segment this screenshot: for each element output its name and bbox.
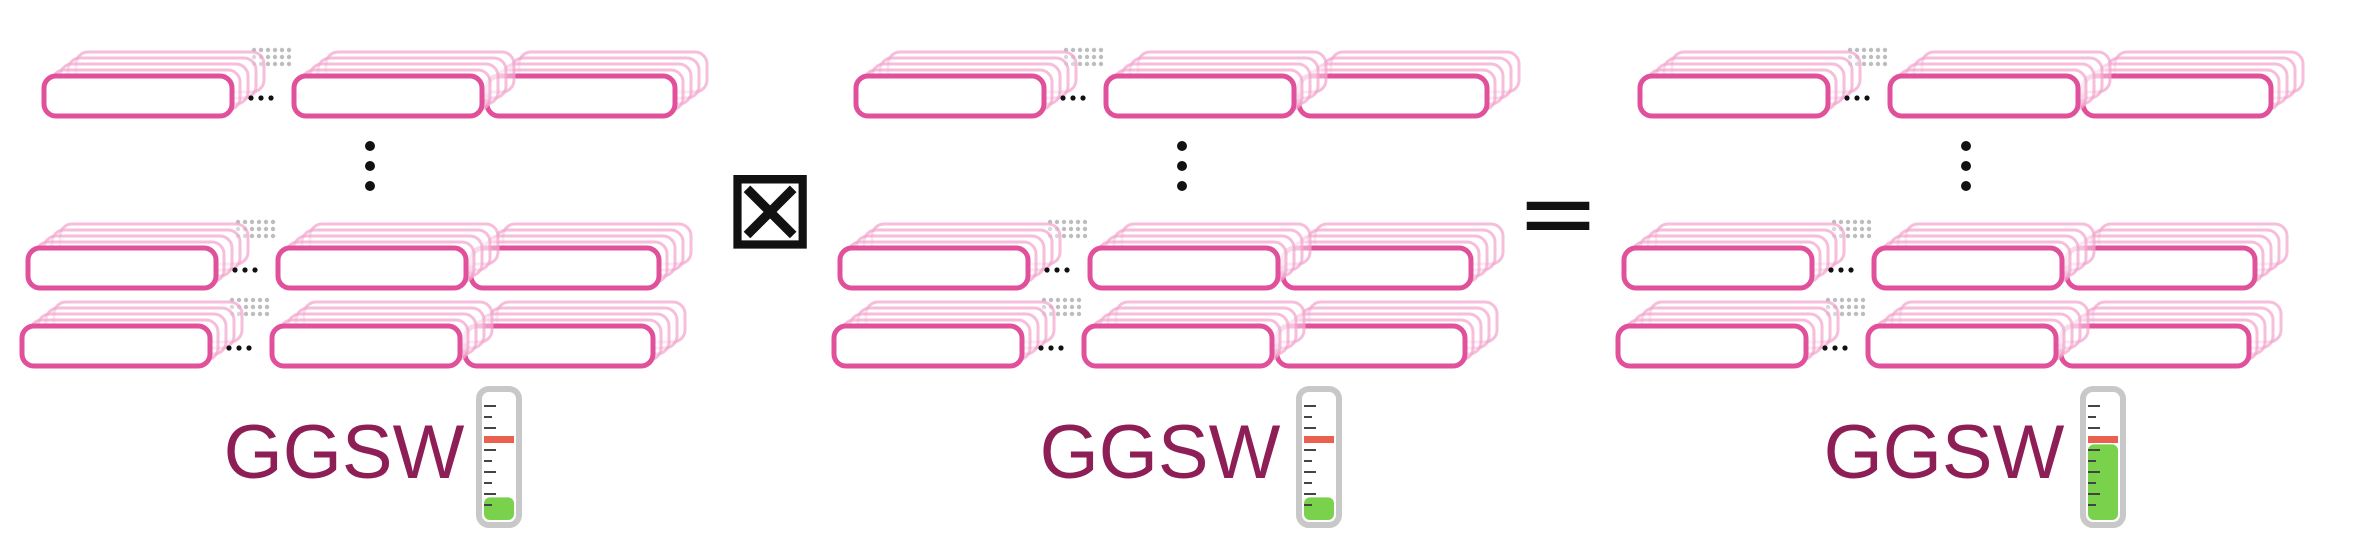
noise-level-fill bbox=[2088, 444, 2118, 520]
equals-symbol: = bbox=[1516, 154, 1600, 271]
noise-level-fill bbox=[1304, 497, 1334, 520]
dotted-link bbox=[1041, 297, 1082, 317]
external-product-symbol: ⊠ bbox=[723, 144, 817, 274]
polynomial-stack bbox=[1871, 222, 2096, 291]
ciphertext-row bbox=[853, 47, 1521, 119]
horizontal-ellipsis bbox=[1044, 267, 1070, 273]
noise-thermometer-icon bbox=[2080, 386, 2126, 528]
polynomial-stack bbox=[837, 222, 1062, 291]
dotted-link bbox=[1063, 47, 1104, 67]
vertical-ellipsis bbox=[1961, 141, 1971, 191]
ggsw-label: GGSW bbox=[1824, 410, 2065, 495]
noise-thermometer-icon bbox=[476, 386, 522, 528]
polynomial-stack bbox=[1274, 300, 1499, 369]
polynomial-stack bbox=[1103, 50, 1328, 119]
polynomial-stack bbox=[275, 222, 500, 291]
noise-level-fill bbox=[484, 497, 514, 520]
noise-threshold-marker bbox=[484, 436, 514, 443]
polynomial-stack bbox=[1280, 222, 1505, 291]
ggsw-ciphertext-panel-1: GGSW bbox=[19, 47, 709, 528]
polynomial-stack bbox=[853, 50, 1078, 119]
ggsw-label: GGSW bbox=[1040, 410, 1281, 495]
horizontal-ellipsis bbox=[226, 345, 252, 351]
horizontal-ellipsis bbox=[1822, 345, 1848, 351]
polynomial-stack bbox=[2058, 300, 2283, 369]
polynomial-stack bbox=[1887, 50, 2112, 119]
polynomial-stack bbox=[2064, 222, 2289, 291]
polynomial-stack bbox=[462, 300, 687, 369]
polynomial-stack bbox=[1637, 50, 1862, 119]
ciphertext-row bbox=[25, 219, 693, 291]
ciphertext-row bbox=[837, 219, 1505, 291]
polynomial-stack bbox=[19, 300, 244, 369]
polynomial-stack bbox=[1615, 300, 1840, 369]
polynomial-stack bbox=[1087, 222, 1312, 291]
ciphertext-row bbox=[19, 297, 687, 369]
polynomial-stack bbox=[269, 300, 494, 369]
polynomial-stack bbox=[291, 50, 516, 119]
polynomial-stack bbox=[468, 222, 693, 291]
vertical-ellipsis bbox=[365, 141, 375, 191]
ciphertext-row bbox=[41, 47, 709, 119]
polynomial-stack bbox=[1296, 50, 1521, 119]
horizontal-ellipsis bbox=[1060, 95, 1086, 101]
horizontal-ellipsis bbox=[248, 95, 274, 101]
polynomial-stack bbox=[1865, 300, 2090, 369]
ciphertext-row bbox=[1615, 297, 2283, 369]
horizontal-ellipsis bbox=[1844, 95, 1870, 101]
noise-threshold-marker bbox=[1304, 436, 1334, 443]
ggsw-ciphertext-panel-3: GGSW bbox=[1615, 47, 2305, 528]
noise-thermometer-icon bbox=[1296, 386, 1342, 528]
ciphertext-row bbox=[1637, 47, 2305, 119]
polynomial-stack bbox=[1081, 300, 1306, 369]
ggsw-label: GGSW bbox=[224, 410, 465, 495]
polynomial-stack bbox=[41, 50, 266, 119]
dotted-link bbox=[235, 219, 276, 239]
polynomial-stack bbox=[2080, 50, 2305, 119]
noise-threshold-marker bbox=[2088, 436, 2118, 443]
horizontal-ellipsis bbox=[1038, 345, 1064, 351]
horizontal-ellipsis bbox=[232, 267, 258, 273]
ciphertext-row bbox=[1621, 219, 2289, 291]
horizontal-ellipsis bbox=[1828, 267, 1854, 273]
polynomial-stack bbox=[25, 222, 250, 291]
ggsw-ciphertext-panel-2: GGSW bbox=[831, 47, 1521, 528]
polynomial-stack bbox=[1621, 222, 1846, 291]
vertical-ellipsis bbox=[1177, 141, 1187, 191]
ciphertext-row bbox=[831, 297, 1499, 369]
polynomial-stack bbox=[484, 50, 709, 119]
polynomial-stack bbox=[831, 300, 1056, 369]
